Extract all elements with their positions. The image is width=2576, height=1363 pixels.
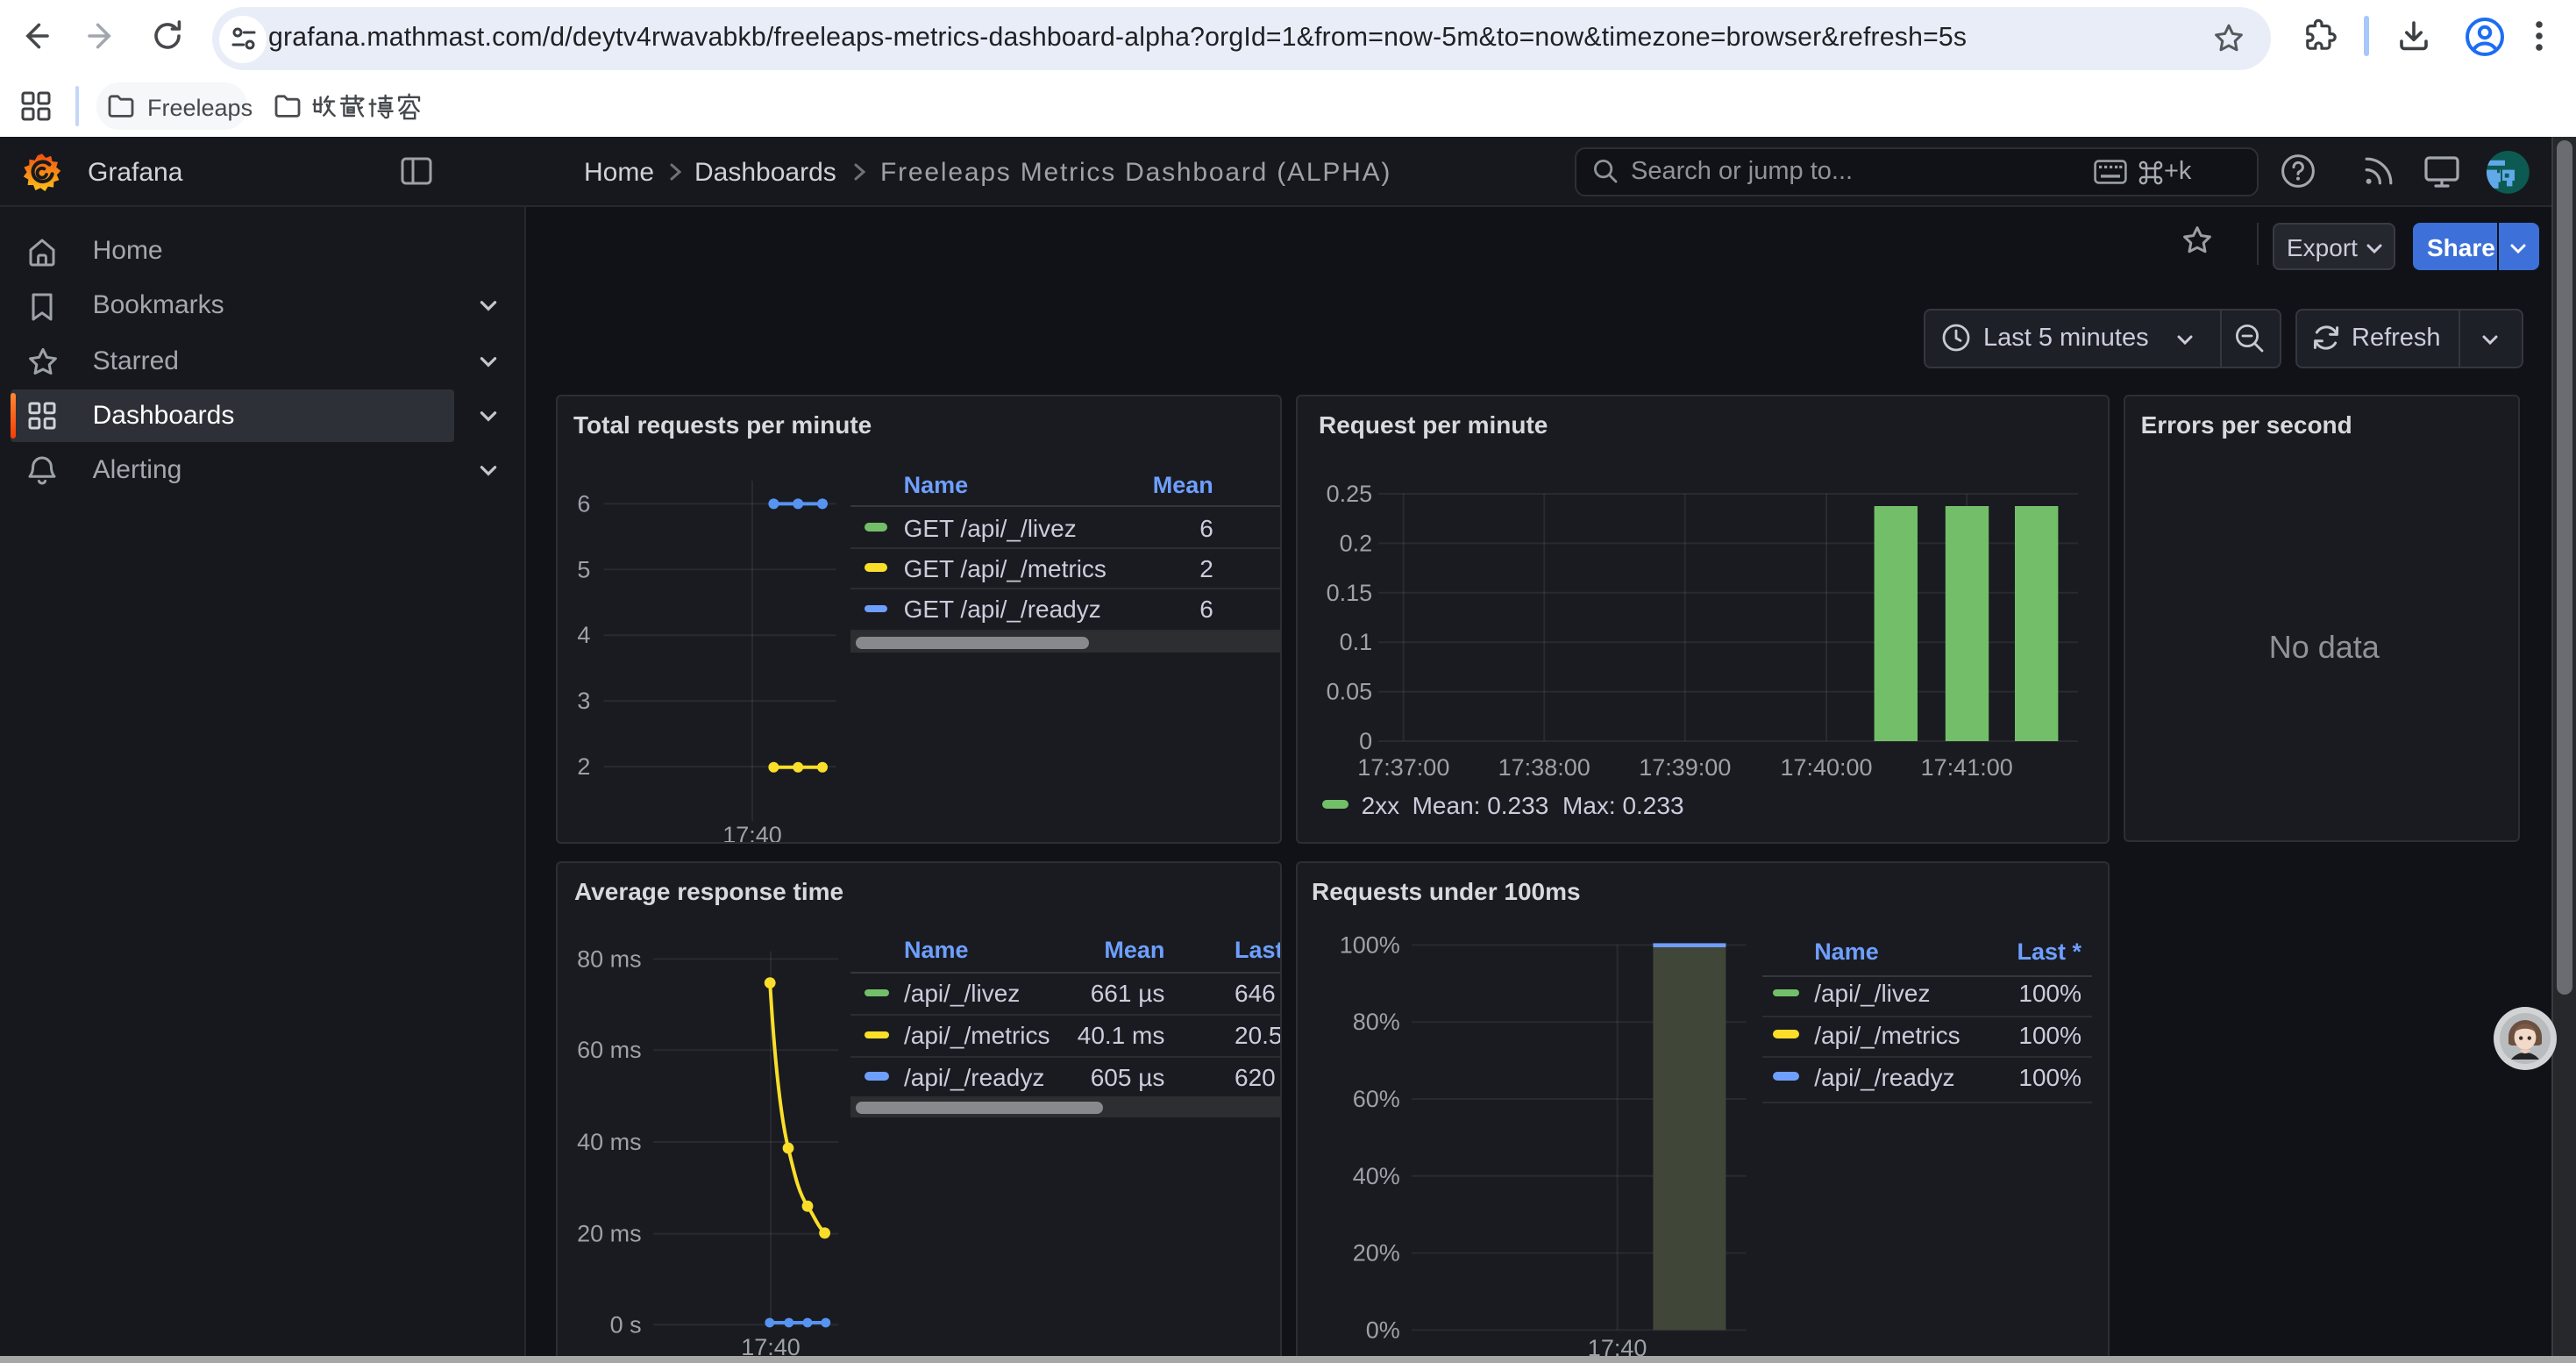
svg-text:17:37:00: 17:37:00 — [1357, 753, 1449, 780]
svg-text:40 ms: 40 ms — [576, 1128, 641, 1154]
svg-text:17:41:00: 17:41:00 — [1921, 753, 2013, 780]
svg-text:17:39:00: 17:39:00 — [1639, 753, 1731, 780]
svg-text:6: 6 — [576, 489, 589, 516]
svg-text:17:40: 17:40 — [722, 821, 781, 844]
svg-text:20 ms: 20 ms — [576, 1220, 641, 1246]
svg-text:80 ms: 80 ms — [576, 946, 641, 972]
svg-text:0.05: 0.05 — [1327, 678, 1373, 704]
svg-text:60 ms: 60 ms — [576, 1037, 641, 1063]
svg-text:80%: 80% — [1353, 1009, 1400, 1035]
svg-text:5: 5 — [576, 555, 589, 582]
svg-text:40%: 40% — [1353, 1162, 1400, 1188]
svg-text:0.2: 0.2 — [1340, 529, 1373, 555]
svg-text:0.1: 0.1 — [1340, 628, 1373, 654]
svg-text:2: 2 — [576, 753, 589, 779]
svg-text:60%: 60% — [1353, 1085, 1400, 1111]
svg-text:0 s: 0 s — [609, 1311, 641, 1338]
svg-text:0%: 0% — [1366, 1317, 1400, 1343]
svg-text:17:38:00: 17:38:00 — [1498, 753, 1590, 780]
svg-text:0: 0 — [1359, 727, 1372, 753]
svg-text:0.15: 0.15 — [1327, 579, 1373, 605]
svg-text:0.25: 0.25 — [1327, 480, 1373, 506]
svg-text:3: 3 — [576, 687, 589, 713]
svg-text:20%: 20% — [1353, 1239, 1400, 1266]
svg-text:100%: 100% — [1340, 931, 1400, 958]
svg-text:4: 4 — [576, 621, 589, 647]
svg-text:17:40:00: 17:40:00 — [1780, 753, 1872, 780]
